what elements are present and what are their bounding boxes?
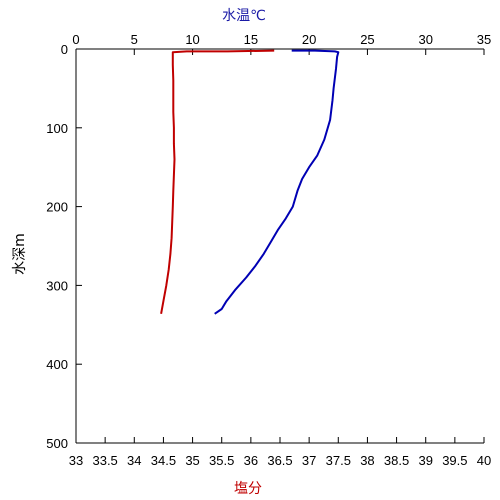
bottom-tick-label: 33.5 xyxy=(92,453,117,468)
bottom-tick-label: 34 xyxy=(127,453,141,468)
top-tick-label: 10 xyxy=(185,32,199,47)
bottom-tick-label: 38 xyxy=(360,453,374,468)
top-tick-label: 5 xyxy=(131,32,138,47)
bottom-tick-label: 36.5 xyxy=(267,453,292,468)
bottom-tick-label: 35 xyxy=(185,453,199,468)
temperature-profile-line xyxy=(214,49,340,315)
top-axis-ticks: 0 5 10 15 20 25 30 35 xyxy=(72,32,491,55)
bottom-axis-ticks: 33 33.5 34 34.5 35 35.5 36 36.5 37 37.5 38 38.5 39 39… xyxy=(69,437,491,468)
bottom-tick-label: 37.5 xyxy=(326,453,351,468)
left-axis-ticks: 0 100 200 300 400 500 xyxy=(46,42,82,451)
y-axis-title: 水深m xyxy=(12,233,28,275)
series-layer xyxy=(160,49,340,315)
bottom-tick-label: 39 xyxy=(418,453,432,468)
bottom-tick-label: 38.5 xyxy=(384,453,409,468)
top-tick-label: 15 xyxy=(244,32,258,47)
bottom-tick-label: 35.5 xyxy=(209,453,234,468)
plot-frame xyxy=(75,48,484,444)
top-tick-label: 0 xyxy=(72,32,79,47)
salinity-profile-line xyxy=(160,49,275,314)
bottom-tick-label: 33 xyxy=(69,453,83,468)
y-tick-label: 0 xyxy=(61,42,68,57)
bottom-tick-label: 36 xyxy=(244,453,258,468)
bottom-tick-label: 34.5 xyxy=(151,453,176,468)
y-tick-label: 200 xyxy=(46,200,68,215)
bottom-tick-label: 39.5 xyxy=(442,453,467,468)
top-tick-label: 25 xyxy=(360,32,374,47)
y-tick-label: 400 xyxy=(46,357,68,372)
top-axis-title: 水温℃ xyxy=(222,8,266,24)
y-tick-label: 500 xyxy=(46,436,68,451)
top-tick-label: 20 xyxy=(302,32,316,47)
bottom-tick-label: 40 xyxy=(477,453,491,468)
top-tick-label: 35 xyxy=(477,32,491,47)
y-tick-label: 300 xyxy=(46,278,68,293)
bottom-tick-label: 37 xyxy=(302,453,316,468)
y-tick-label: 100 xyxy=(46,121,68,136)
top-tick-label: 30 xyxy=(418,32,432,47)
bottom-axis-title: 塩分 xyxy=(234,481,262,497)
